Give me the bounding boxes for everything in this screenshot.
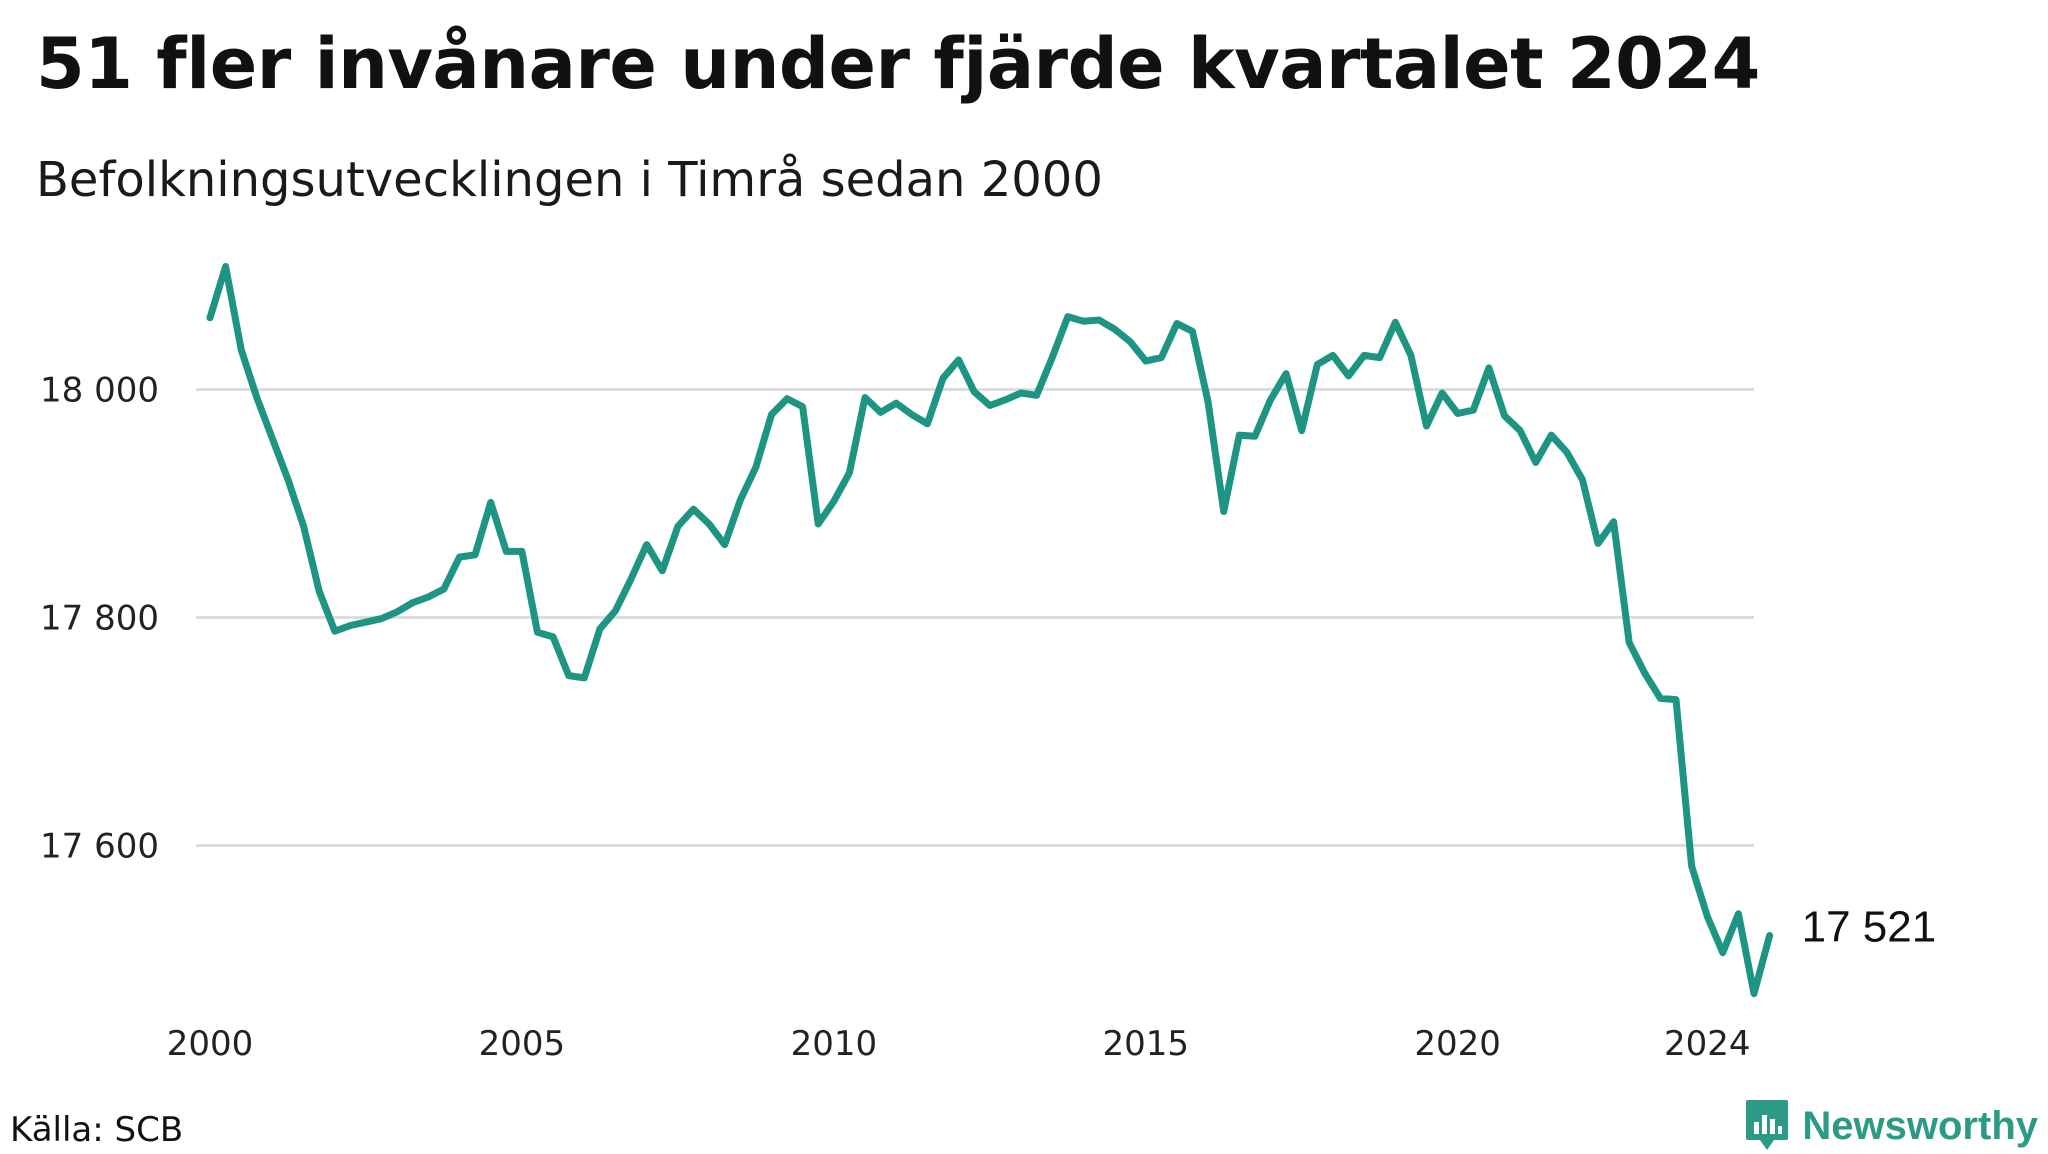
series-line <box>206 263 1774 998</box>
bar-chart-bubble-icon <box>1746 1100 1789 1150</box>
brand-name: Newsworthy <box>1802 1103 2038 1148</box>
x-tick-label: 2000 <box>167 1024 254 1064</box>
chart-subtitle: Befolkningsutvecklingen i Timrå sedan 20… <box>36 152 1103 208</box>
line-chart: 17 600 17 800 18 000 2000 2005 2010 2015 2020 20… <box>40 263 1937 1064</box>
y-tick-label: 18 000 <box>40 371 159 411</box>
brand-logo[interactable]: Newsworthy <box>1744 1098 2038 1154</box>
y-tick-label: 17 600 <box>40 826 159 866</box>
x-tick-label: 2005 <box>479 1024 566 1064</box>
x-tick-label: 2024 <box>1664 1024 1751 1064</box>
source-note: Källa: SCB <box>10 1110 184 1150</box>
chart-title: 51 fler invånare under fjärde kvartalet … <box>36 23 1760 105</box>
x-tick-label: 2020 <box>1414 1024 1501 1064</box>
x-tick-label: 2010 <box>791 1024 878 1064</box>
y-tick-label: 17 800 <box>40 599 159 639</box>
x-tick-label: 2015 <box>1102 1024 1189 1064</box>
end-value-label: 17 521 <box>1802 902 1937 951</box>
